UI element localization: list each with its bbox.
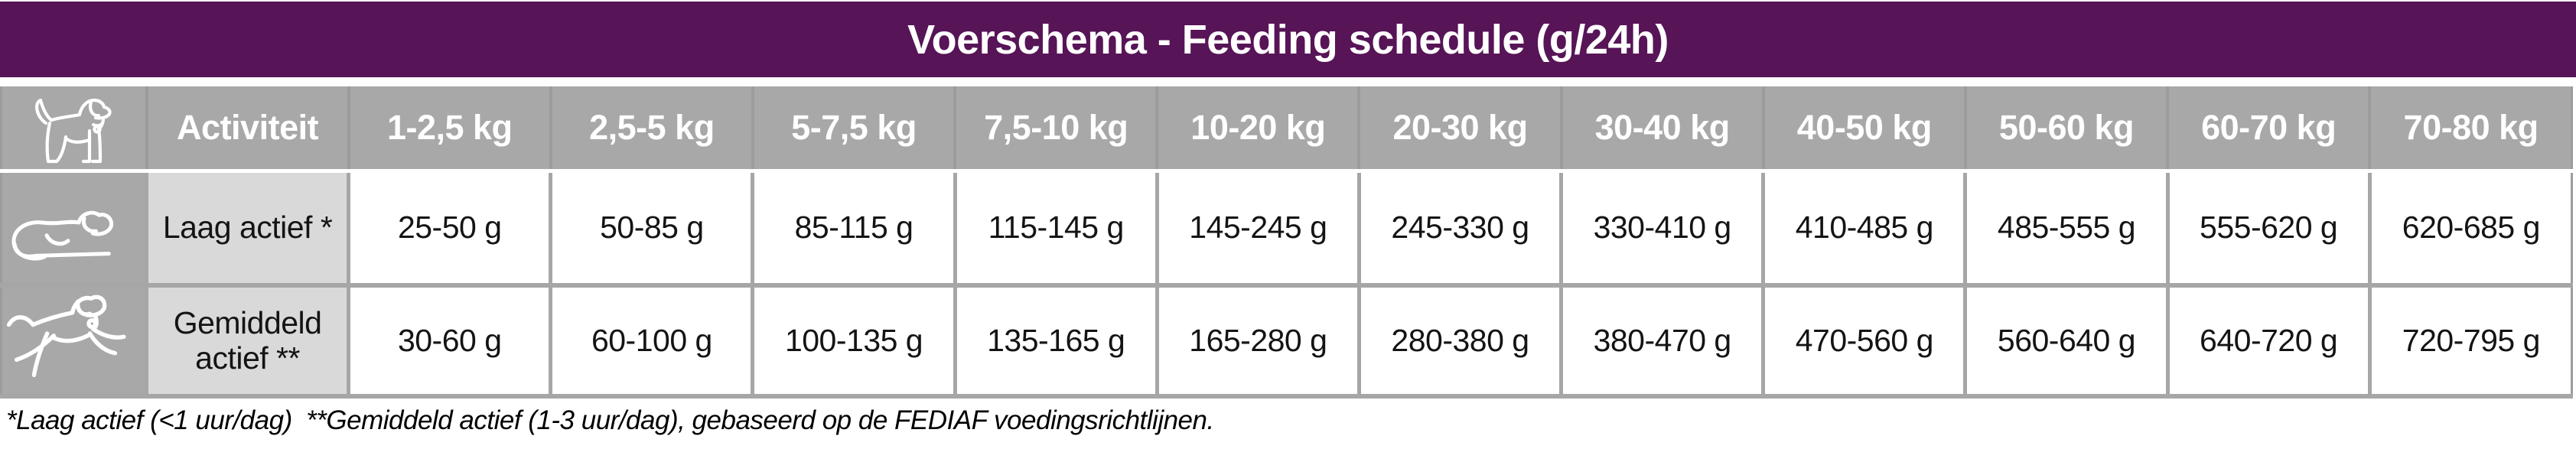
feeding-value: 100-135 g: [751, 283, 956, 399]
activity-label: Gemiddeld actief **: [144, 283, 349, 399]
feeding-value: 330-410 g: [1559, 168, 1763, 285]
feeding-value: 25-50 g: [347, 168, 551, 285]
corner-icon-cell: [1, 86, 147, 171]
lying-dog-icon: [2, 173, 145, 284]
feeding-value: 50-85 g: [549, 168, 753, 285]
feeding-value: 555-620 g: [2165, 168, 2370, 285]
column-header-weight: 7,5-10 kg: [953, 86, 1158, 171]
feeding-value: 280-380 g: [1356, 283, 1562, 399]
feeding-value: 85-115 g: [751, 168, 956, 285]
row-icon-cell: [1, 283, 147, 399]
column-header-weight: 30-40 kg: [1559, 86, 1763, 171]
column-header-weight: 40-50 kg: [1761, 86, 1965, 171]
activity-label: Laag actief *: [144, 168, 349, 285]
column-header-weight: 2,5-5 kg: [549, 86, 753, 171]
feeding-value: 165-280 g: [1154, 283, 1360, 399]
feeding-value: 620-685 g: [2367, 168, 2572, 285]
title-banner: Voerschema - Feeding schedule (g/24h): [0, 2, 2576, 77]
running-dog-icon: [2, 288, 145, 394]
feeding-value: 245-330 g: [1356, 168, 1562, 285]
table-row-medium-active: Gemiddeld actief ** 30-60 g 60-100 g 100…: [1, 283, 2572, 399]
feeding-value: 720-795 g: [2367, 283, 2572, 399]
feeding-value: 470-560 g: [1761, 283, 1965, 399]
feeding-value: 560-640 g: [1963, 283, 2168, 399]
feeding-value: 60-100 g: [549, 283, 753, 399]
feeding-value: 485-555 g: [1963, 168, 2168, 285]
column-header-weight: 20-30 kg: [1357, 86, 1562, 171]
column-header-activity: Activiteit: [145, 86, 349, 171]
table-row-low-active: Laag actief * 25-50 g 50-85 g 85-115 g 1…: [1, 168, 2572, 285]
column-header-weight: 5-7,5 kg: [751, 86, 956, 171]
row-icon-cell: [1, 168, 147, 285]
feeding-schedule-table: Activiteit 1-2,5 kg 2,5-5 kg 5-7,5 kg 7,…: [0, 86, 2573, 399]
standing-dog-icon: [2, 86, 145, 169]
feeding-value: 115-145 g: [953, 168, 1158, 285]
footnote: *Laag actief (<1 uur/dag) **Gemiddeld ac…: [6, 405, 1214, 435]
feeding-value: 145-245 g: [1154, 168, 1360, 285]
header-row: Activiteit 1-2,5 kg 2,5-5 kg 5-7,5 kg 7,…: [1, 86, 2572, 171]
column-header-weight: 1-2,5 kg: [347, 86, 551, 171]
column-header-weight: 10-20 kg: [1155, 86, 1360, 171]
feeding-value: 380-470 g: [1559, 283, 1763, 399]
column-header-weight: 60-70 kg: [2166, 86, 2370, 171]
column-header-weight: 70-80 kg: [2368, 86, 2572, 171]
feeding-value: 410-485 g: [1761, 168, 1965, 285]
column-header-weight: 50-60 kg: [1963, 86, 2168, 171]
page-title: Voerschema - Feeding schedule (g/24h): [907, 16, 1669, 63]
feeding-value: 30-60 g: [347, 283, 551, 399]
feeding-value: 135-165 g: [953, 283, 1158, 399]
feeding-value: 640-720 g: [2165, 283, 2370, 399]
